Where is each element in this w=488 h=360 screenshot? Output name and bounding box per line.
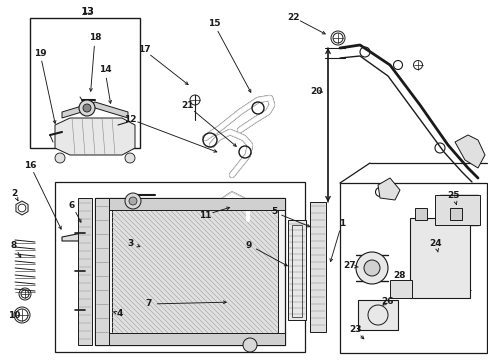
Polygon shape bbox=[16, 201, 28, 215]
Polygon shape bbox=[454, 135, 484, 168]
Text: 9: 9 bbox=[245, 240, 252, 249]
Text: 8: 8 bbox=[11, 240, 17, 249]
Text: 1: 1 bbox=[338, 219, 345, 228]
Polygon shape bbox=[62, 102, 128, 118]
Text: 13: 13 bbox=[81, 8, 93, 17]
Bar bbox=[414, 208, 426, 220]
Text: 28: 28 bbox=[393, 271, 406, 280]
Text: 16: 16 bbox=[24, 161, 36, 170]
Circle shape bbox=[79, 100, 95, 116]
Text: 18: 18 bbox=[88, 33, 101, 42]
Bar bbox=[112, 202, 278, 342]
Text: 27: 27 bbox=[343, 261, 356, 270]
Text: 11: 11 bbox=[198, 211, 211, 220]
Circle shape bbox=[129, 197, 137, 205]
Bar bbox=[357, 300, 397, 330]
Circle shape bbox=[243, 338, 257, 352]
Bar bbox=[287, 220, 305, 320]
Bar bbox=[409, 218, 469, 298]
Text: 5: 5 bbox=[270, 207, 277, 216]
Text: 26: 26 bbox=[381, 297, 393, 306]
Circle shape bbox=[83, 104, 91, 112]
Bar bbox=[30, 18, 140, 148]
Text: 14: 14 bbox=[99, 66, 111, 75]
Bar bbox=[434, 195, 479, 225]
Bar bbox=[95, 333, 285, 345]
Text: 12: 12 bbox=[123, 114, 136, 123]
Polygon shape bbox=[55, 118, 135, 155]
Text: 25: 25 bbox=[447, 192, 459, 201]
Text: 20: 20 bbox=[309, 87, 322, 96]
Text: 2: 2 bbox=[11, 189, 17, 198]
Text: 23: 23 bbox=[348, 325, 361, 334]
Bar bbox=[95, 198, 285, 210]
Circle shape bbox=[125, 193, 141, 209]
Text: 7: 7 bbox=[145, 300, 152, 309]
Text: 15: 15 bbox=[207, 19, 220, 28]
Text: 24: 24 bbox=[429, 239, 442, 248]
Circle shape bbox=[355, 252, 387, 284]
Bar bbox=[55, 182, 305, 352]
Bar bbox=[389, 280, 411, 298]
Bar bbox=[449, 208, 461, 220]
Text: 17: 17 bbox=[138, 45, 150, 54]
Polygon shape bbox=[377, 178, 399, 200]
Text: 22: 22 bbox=[286, 13, 299, 22]
Bar bbox=[95, 198, 109, 345]
Text: 21: 21 bbox=[182, 102, 194, 111]
Text: 13: 13 bbox=[81, 7, 95, 17]
Circle shape bbox=[18, 204, 26, 212]
Polygon shape bbox=[62, 233, 88, 241]
Text: 4: 4 bbox=[117, 310, 123, 319]
Circle shape bbox=[363, 260, 379, 276]
Text: 3: 3 bbox=[128, 238, 134, 248]
Bar bbox=[78, 198, 92, 345]
Text: 10: 10 bbox=[8, 310, 20, 320]
Bar bbox=[291, 225, 302, 317]
Circle shape bbox=[55, 153, 65, 163]
Text: 6: 6 bbox=[69, 201, 75, 210]
Text: 19: 19 bbox=[34, 49, 46, 58]
Bar bbox=[95, 198, 285, 345]
Circle shape bbox=[125, 153, 135, 163]
Bar bbox=[309, 202, 325, 332]
Circle shape bbox=[249, 335, 260, 345]
